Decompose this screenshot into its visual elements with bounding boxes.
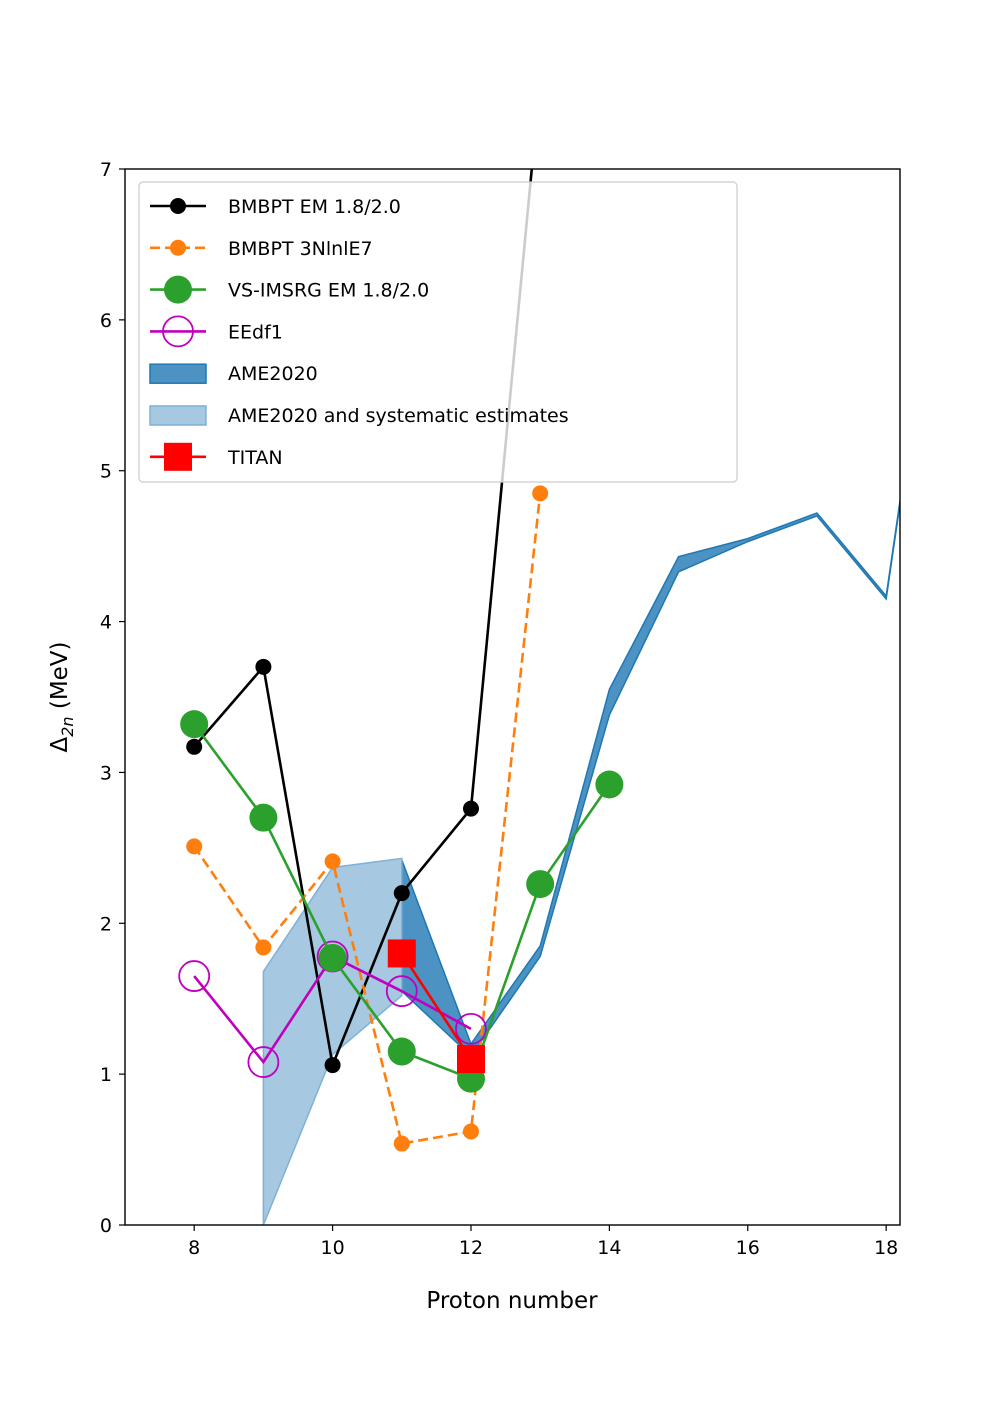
legend-label: AME2020	[228, 363, 318, 385]
band-ame2020	[401, 500, 900, 1058]
plot-frame	[124, 168, 901, 1226]
series-line-bmbpt-3nlnle7	[193, 493, 542, 1146]
data-point-titan	[456, 1045, 485, 1074]
data-point-vs-imsrg-em-1-8-2-0	[595, 770, 624, 799]
data-point-vs-imsrg-em-1-8-2-0	[387, 1037, 416, 1066]
x-tick-label: 10	[320, 1237, 344, 1259]
series-line-bmbpt-em-1-8-2-0	[193, 169, 534, 1070]
legend-item-titan: TITAN	[150, 442, 283, 471]
data-point-bmbpt-3nlnle7	[532, 485, 549, 502]
legend-item-ame2020: AME2020	[149, 363, 318, 385]
legend-swatch	[149, 363, 207, 384]
data-point-bmbpt-em-1-8-2-0	[255, 658, 272, 675]
legend-label: EEdf1	[228, 321, 283, 343]
data-point-titan	[387, 939, 416, 968]
y-tick-label: 2	[100, 913, 112, 935]
data-point-bmbpt-3nlnle7	[255, 939, 272, 956]
y-tick-label: 0	[100, 1215, 112, 1237]
data-point-bmbpt-3nlnle7	[393, 1135, 410, 1152]
legend-item-ame2020-and-systematic-estimates: AME2020 and systematic estimates	[149, 405, 569, 427]
y-tick-label: 6	[100, 310, 112, 332]
x-tick-label: 8	[188, 1237, 200, 1259]
y-axis: 0 1 2 3 4 5 6 7	[100, 159, 125, 1237]
series-vs-imsrg-em-1-8-2-0	[180, 710, 624, 1093]
legend-item-bmbpt-3nlnle7: BMBPT 3NlnlE7	[150, 238, 373, 260]
legend-label: AME2020 and systematic estimates	[228, 405, 569, 427]
legend: BMBPT EM 1.8/2.0 BMBPT 3NlnlE7 VS-IMSRG EM…	[138, 181, 738, 483]
legend-label: BMBPT 3NlnlE7	[228, 238, 373, 260]
y-axis-label: Δ2n (MeV)	[47, 641, 77, 752]
data-point-vs-imsrg-em-1-8-2-0	[180, 710, 209, 739]
legend-marker	[162, 315, 194, 348]
legend-swatch	[149, 405, 207, 426]
legend-label: VS-IMSRG EM 1.8/2.0	[228, 280, 429, 302]
data-point-bmbpt-3nlnle7	[462, 1123, 479, 1140]
series-layer	[178, 169, 624, 1152]
data-point-bmbpt-3nlnle7	[324, 853, 341, 870]
y-tick-label: 4	[100, 612, 112, 634]
series-line-titan	[400, 952, 473, 1060]
series-bmbpt-em-1-8-2-0	[186, 169, 534, 1074]
data-point-bmbpt-em-1-8-2-0	[324, 1057, 341, 1074]
data-point-bmbpt-em-1-8-2-0	[462, 800, 479, 817]
x-axis: 8 10 12 14 16 18	[188, 1225, 898, 1259]
data-point-eedf1	[385, 975, 418, 1008]
legend-marker	[164, 275, 192, 304]
legend-marker	[170, 198, 186, 214]
legend-label: BMBPT EM 1.8/2.0	[228, 196, 401, 218]
data-point-bmbpt-em-1-8-2-0	[186, 738, 203, 755]
data-point-vs-imsrg-em-1-8-2-0	[249, 803, 278, 832]
y-axis-label-subscript: 2n	[58, 716, 77, 736]
data-point-eedf1	[247, 1046, 280, 1078]
y-tick-label: 5	[100, 461, 112, 483]
legend-item-vs-imsrg-em-1-8-2-0: VS-IMSRG EM 1.8/2.0	[150, 275, 429, 304]
legend-marker	[164, 442, 192, 471]
series-bmbpt-3nlnle7	[186, 485, 549, 1152]
y-tick-label: 1	[100, 1064, 112, 1086]
x-tick-label: 18	[874, 1237, 898, 1259]
data-point-vs-imsrg-em-1-8-2-0	[318, 943, 347, 972]
legend-item-eedf1: EEdf1	[150, 315, 283, 348]
y-tick-label: 7	[100, 159, 112, 181]
legend-frame	[138, 181, 738, 483]
data-point-eedf1	[178, 960, 211, 992]
data-point-bmbpt-em-1-8-2-0	[393, 885, 410, 902]
x-tick-label: 16	[736, 1237, 760, 1259]
bands-layer	[262, 500, 900, 1225]
x-tick-label: 14	[597, 1237, 621, 1259]
x-tick-label: 12	[459, 1237, 483, 1259]
data-point-bmbpt-3nlnle7	[186, 838, 203, 855]
legend-marker	[170, 239, 186, 256]
data-point-vs-imsrg-em-1-8-2-0	[526, 870, 555, 899]
legend-item-bmbpt-em-1-8-2-0: BMBPT EM 1.8/2.0	[150, 196, 401, 218]
data-point-eedf1	[455, 1012, 487, 1045]
y-axis-label-symbol: Δ	[47, 737, 73, 753]
y-tick-label: 3	[100, 762, 112, 784]
y-axis-label-unit: (MeV)	[47, 641, 73, 716]
x-axis-label: Proton number	[426, 1288, 598, 1314]
legend-label: TITAN	[227, 447, 283, 469]
series-titan	[387, 939, 485, 1074]
